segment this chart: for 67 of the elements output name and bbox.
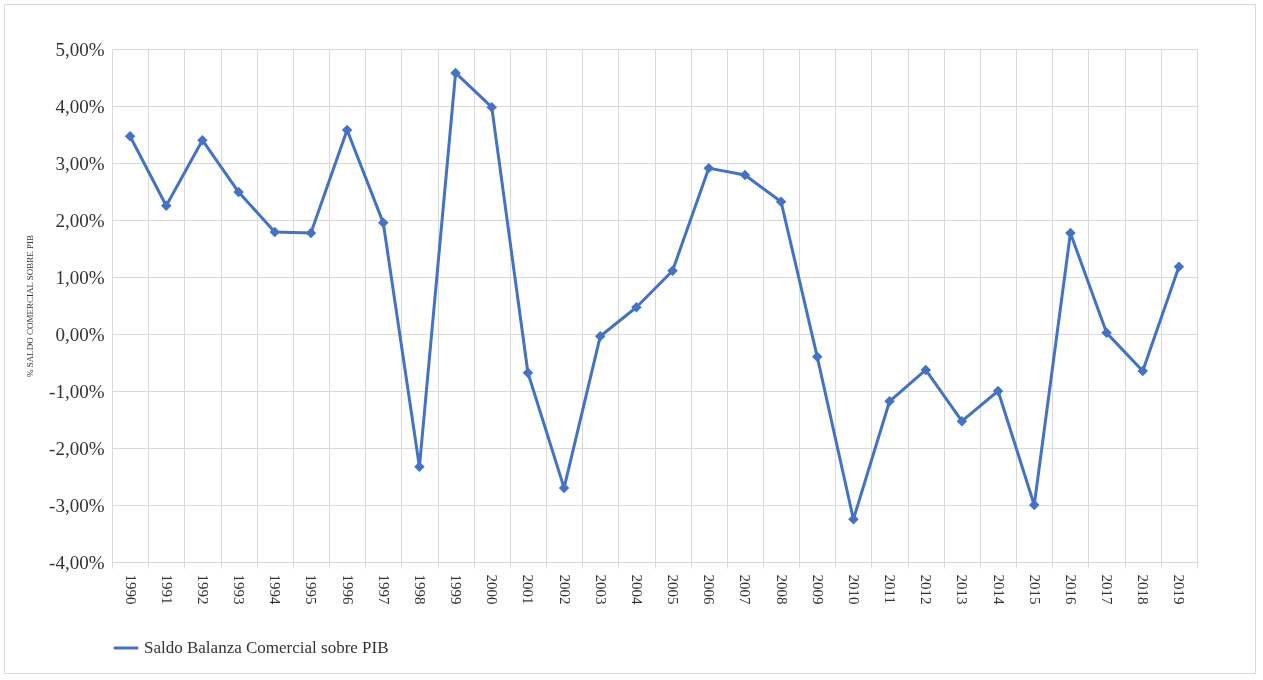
point bbox=[920, 364, 931, 376]
point bbox=[305, 227, 317, 239]
x-tick-label: 2005 bbox=[665, 574, 682, 605]
x-tick-label: 2000 bbox=[484, 574, 501, 605]
x-tick-label: 1991 bbox=[158, 574, 175, 605]
x-tick-label: 2010 bbox=[845, 574, 862, 605]
x-tick-label: 2014 bbox=[990, 574, 1007, 605]
x-tick-label: 2017 bbox=[1099, 574, 1116, 605]
x-tick-label: 2018 bbox=[1135, 574, 1152, 605]
point bbox=[269, 226, 280, 238]
y-tick-label: 4,00% bbox=[55, 95, 105, 117]
y-tick-label: 2,00% bbox=[55, 209, 105, 231]
point bbox=[486, 101, 497, 113]
x-tick-label: 2013 bbox=[954, 574, 971, 605]
point bbox=[341, 124, 353, 136]
point bbox=[992, 385, 1004, 397]
point bbox=[812, 351, 823, 363]
y-tick-label: -2,00% bbox=[49, 437, 105, 459]
x-tick-label: 2007 bbox=[737, 574, 754, 605]
y-tick-label: 5,00% bbox=[55, 38, 105, 60]
x-tick-label: 1995 bbox=[303, 574, 320, 605]
y-tick-label: -1,00% bbox=[49, 380, 105, 402]
x-tick-label: 2019 bbox=[1171, 574, 1188, 605]
point bbox=[450, 67, 461, 79]
point bbox=[378, 217, 389, 229]
x-tick-label: 2009 bbox=[809, 574, 826, 605]
x-tick-label: 1990 bbox=[122, 574, 139, 605]
y-tick-label: -4,00% bbox=[49, 551, 105, 573]
point bbox=[233, 186, 244, 198]
y-tick-label: 3,00% bbox=[55, 152, 105, 174]
point bbox=[703, 162, 714, 174]
x-tick-label: 1992 bbox=[194, 574, 211, 605]
x-tick-label: 2015 bbox=[1026, 574, 1043, 605]
point bbox=[884, 396, 895, 407]
point bbox=[1101, 327, 1112, 339]
y-tick-label: -3,00% bbox=[49, 494, 105, 516]
point bbox=[631, 301, 642, 313]
point bbox=[1137, 365, 1148, 377]
point bbox=[956, 415, 968, 427]
point bbox=[595, 331, 606, 342]
point bbox=[161, 200, 172, 211]
x-tick-label: 2001 bbox=[520, 574, 537, 605]
point bbox=[739, 169, 751, 181]
x-tick-label: 1996 bbox=[339, 574, 356, 605]
y-tick-label: 0,00% bbox=[55, 323, 105, 345]
y-axis-title: % SALDO COMERCIAL SOBRE PIB bbox=[25, 234, 36, 378]
point bbox=[667, 265, 678, 276]
x-tick-label: 2008 bbox=[773, 574, 790, 605]
legend-label: Saldo Balanza Comercial sobre PIB bbox=[144, 638, 389, 657]
x-tick-label: 2004 bbox=[628, 574, 645, 605]
x-tick-label: 1998 bbox=[411, 574, 428, 605]
point bbox=[522, 367, 534, 378]
x-tick-label: 1994 bbox=[267, 574, 284, 605]
x-tick-label: 2012 bbox=[918, 574, 935, 605]
x-tick-label: 1999 bbox=[448, 574, 465, 605]
x-tick-label: 2003 bbox=[592, 574, 609, 605]
point bbox=[775, 196, 787, 207]
x-tick-label: 2006 bbox=[701, 574, 718, 605]
point bbox=[124, 130, 136, 142]
point bbox=[197, 134, 208, 146]
x-tick-label: 1993 bbox=[231, 574, 248, 605]
x-tick-label: 2016 bbox=[1062, 574, 1079, 605]
x-tick-label: 1997 bbox=[375, 574, 392, 605]
x-tick-label: 2011 bbox=[882, 574, 899, 604]
y-tick-label: 1,00% bbox=[55, 266, 105, 288]
point bbox=[1173, 261, 1185, 272]
x-tick-label: 2002 bbox=[556, 574, 573, 605]
